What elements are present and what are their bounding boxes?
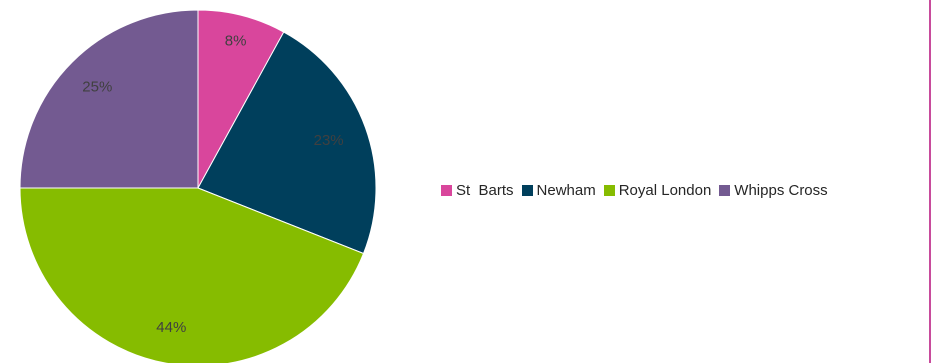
- legend-item-st-barts: St Barts: [441, 182, 514, 199]
- legend: St Barts Newham Royal London Whipps Cros…: [441, 180, 828, 200]
- data-label: 25%: [82, 78, 112, 95]
- legend-item-whipps-cross: Whipps Cross: [719, 181, 828, 199]
- legend-swatch: [441, 184, 452, 196]
- legend-label: St Barts: [456, 181, 514, 199]
- pie-slice-whipps-cross: [19, 9, 199, 189]
- legend-swatch: [603, 184, 615, 196]
- legend-item-newham: Newham: [521, 181, 596, 199]
- legend-item-royal-london: Royal London: [603, 181, 712, 199]
- pie-slice-st-barts: [197, 9, 285, 189]
- legend-label: Newham: [536, 181, 596, 199]
- legend-label: Royal London: [618, 181, 712, 199]
- legend-swatch: [521, 184, 533, 196]
- data-label: 23%: [314, 132, 344, 149]
- frame-border: [929, 0, 931, 363]
- pie-slice-newham: [197, 31, 377, 255]
- legend-label: Whipps Cross: [734, 181, 828, 199]
- data-label: 44%: [156, 319, 186, 336]
- legend-swatch: [719, 184, 731, 196]
- data-label: 8%: [225, 32, 247, 49]
